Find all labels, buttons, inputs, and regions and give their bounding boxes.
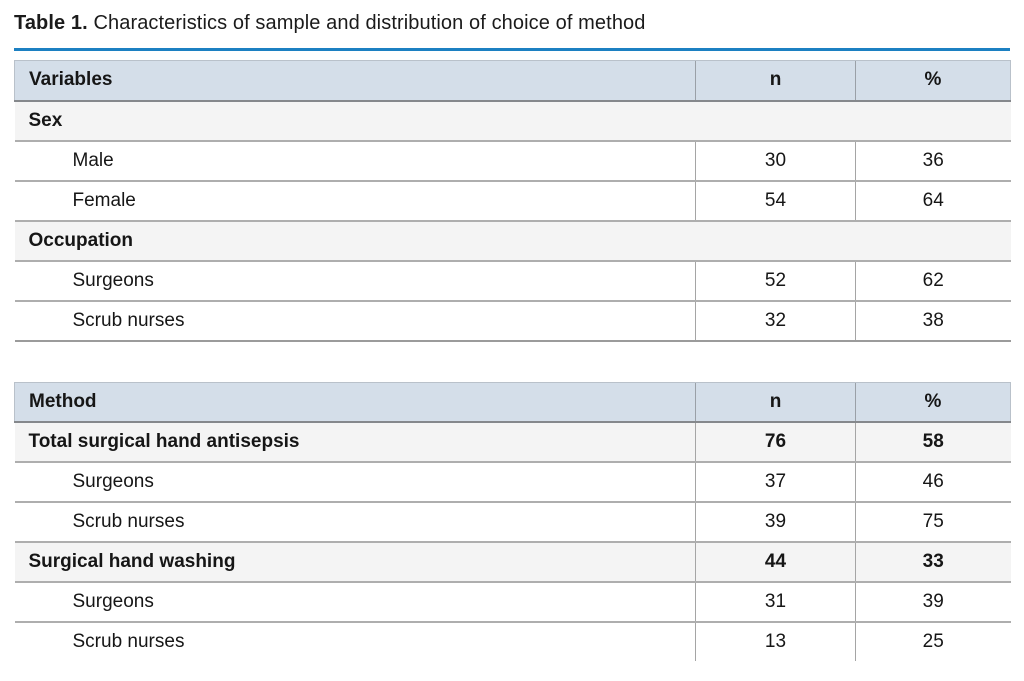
characteristics-table: Variables n % Sex Male 30 36 Female 54 6… xyxy=(14,60,1011,342)
cell-label: Male xyxy=(72,149,114,171)
table-caption-number: Table 1. xyxy=(14,12,88,34)
table-row-scrub-nurses: Scrub nurses 32 38 xyxy=(14,300,1011,341)
section-row-occupation: Occupation xyxy=(14,220,1011,261)
cell-n: 31 xyxy=(695,582,856,622)
table-row-surgical-hand-washing: Surgical hand washing 44 33 xyxy=(14,542,1011,582)
section-row-sex: Sex xyxy=(14,100,1011,141)
cell-label: Scrub nurses xyxy=(72,511,185,532)
table-row-scrub-nurses: Scrub nurses 39 75 xyxy=(14,502,1011,542)
cell-label: Total surgical hand antisepsis xyxy=(14,422,696,462)
method-table: Method n % Total surgical hand antisepsi… xyxy=(14,381,1011,661)
table-row-scrub-nurses: Scrub nurses 13 25 xyxy=(15,622,1011,661)
cell-label: Surgeons xyxy=(72,591,154,612)
table-row-male: Male 30 36 xyxy=(14,140,1011,181)
table-header-row: Method n % xyxy=(14,381,1011,423)
table-row-surgeons: Surgeons 52 62 xyxy=(14,260,1011,301)
table-caption-text: Characteristics of sample and distributi… xyxy=(87,12,646,34)
table-row-surgeons: Surgeons 37 46 xyxy=(14,462,1011,502)
cell-n: 76 xyxy=(695,422,856,462)
cell-n: 39 xyxy=(695,502,856,542)
cell-n: 30 xyxy=(695,140,856,181)
cell-label: Surgeons xyxy=(72,471,154,492)
table-caption: Table 1. Characteristics of sample and d… xyxy=(14,10,1010,37)
cell-n: 54 xyxy=(695,180,856,221)
column-header-variables: Variables xyxy=(14,60,696,102)
cell-label: Female xyxy=(72,189,136,211)
cell-percent: 38 xyxy=(855,300,1011,341)
cell-n: 37 xyxy=(695,462,856,502)
cell-label: Surgeons xyxy=(72,269,154,291)
cell-n: 32 xyxy=(695,300,856,341)
table-header-row: Variables n % xyxy=(14,60,1011,102)
cell-n: 44 xyxy=(695,542,856,582)
cell-percent: 62 xyxy=(855,260,1011,301)
cell-percent: 25 xyxy=(855,622,1011,661)
section-label: Sex xyxy=(14,100,1011,141)
column-header-n: n xyxy=(695,381,856,423)
column-header-percent: % xyxy=(855,60,1011,102)
cell-percent: 75 xyxy=(855,502,1011,542)
top-rule xyxy=(14,48,1010,51)
cell-percent: 39 xyxy=(855,582,1011,622)
cell-percent: 58 xyxy=(855,422,1011,462)
column-header-method: Method xyxy=(14,381,696,423)
cell-label: Scrub nurses xyxy=(72,631,185,652)
cell-percent: 64 xyxy=(855,180,1011,221)
cell-n: 13 xyxy=(695,622,856,661)
table-row-surgeons: Surgeons 31 39 xyxy=(14,582,1011,622)
column-header-n: n xyxy=(695,60,856,102)
cell-percent: 36 xyxy=(855,140,1011,181)
table-row-total-surgical-hand-antisepsis: Total surgical hand antisepsis 76 58 xyxy=(14,422,1011,462)
cell-label: Scrub nurses xyxy=(72,309,185,331)
cell-percent: 33 xyxy=(855,542,1011,582)
section-label: Occupation xyxy=(14,220,1011,261)
cell-percent: 46 xyxy=(855,462,1011,502)
table-row-female: Female 54 64 xyxy=(14,180,1011,221)
cell-label: Surgical hand washing xyxy=(14,542,696,582)
column-header-percent: % xyxy=(855,381,1011,423)
cell-n: 52 xyxy=(695,260,856,301)
